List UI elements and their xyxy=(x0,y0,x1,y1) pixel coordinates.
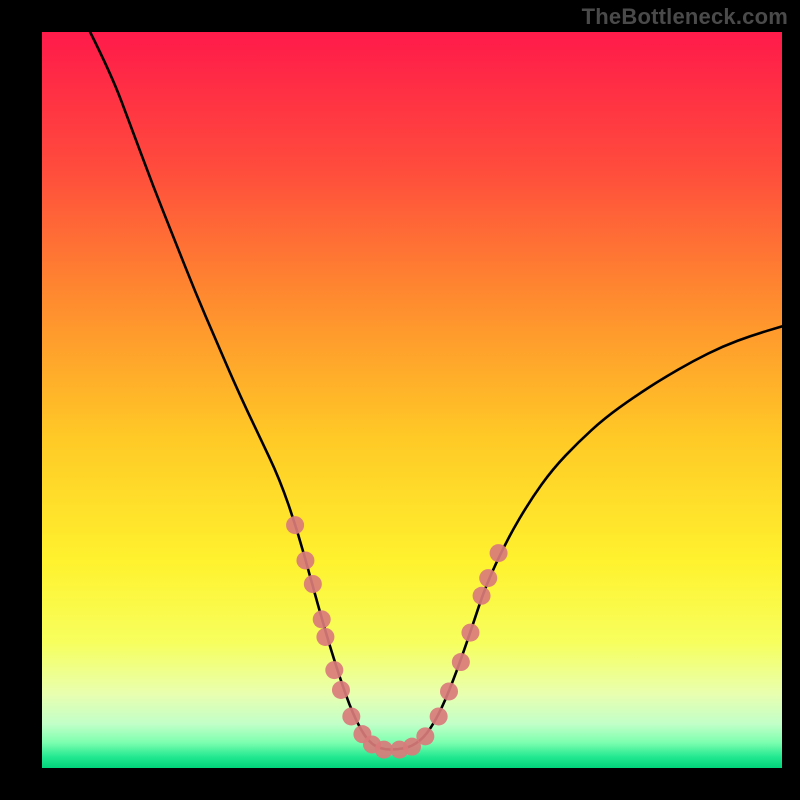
chart-canvas: TheBottleneck.com xyxy=(0,0,800,800)
scatter-point xyxy=(430,707,448,725)
scatter-point xyxy=(440,682,458,700)
watermark-text: TheBottleneck.com xyxy=(582,4,788,30)
scatter-point xyxy=(313,610,331,628)
chart-svg xyxy=(42,32,782,768)
scatter-point xyxy=(473,587,491,605)
scatter-point xyxy=(452,653,470,671)
scatter-point xyxy=(416,727,434,745)
scatter-point xyxy=(479,569,497,587)
scatter-point xyxy=(375,741,393,759)
scatter-point xyxy=(286,516,304,534)
scatter-point xyxy=(316,628,334,646)
scatter-point xyxy=(332,681,350,699)
plot-area xyxy=(42,32,782,768)
scatter-point xyxy=(490,544,508,562)
scatter-point xyxy=(296,551,314,569)
scatter-point xyxy=(461,624,479,642)
scatter-point xyxy=(304,575,322,593)
scatter-point xyxy=(325,661,343,679)
gradient-background xyxy=(42,32,782,768)
scatter-point xyxy=(342,707,360,725)
